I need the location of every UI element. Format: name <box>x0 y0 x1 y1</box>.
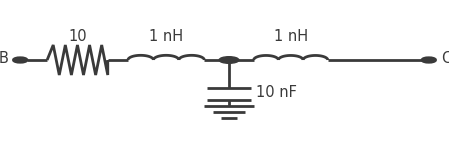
Circle shape <box>13 58 27 62</box>
Text: B: B <box>0 51 8 66</box>
Text: C: C <box>441 51 449 66</box>
Circle shape <box>219 57 239 63</box>
Circle shape <box>422 58 436 62</box>
Text: 1 nH: 1 nH <box>273 29 308 44</box>
Text: 1 nH: 1 nH <box>149 29 183 44</box>
Text: 10: 10 <box>68 29 87 44</box>
Text: 10 nF: 10 nF <box>256 85 297 100</box>
